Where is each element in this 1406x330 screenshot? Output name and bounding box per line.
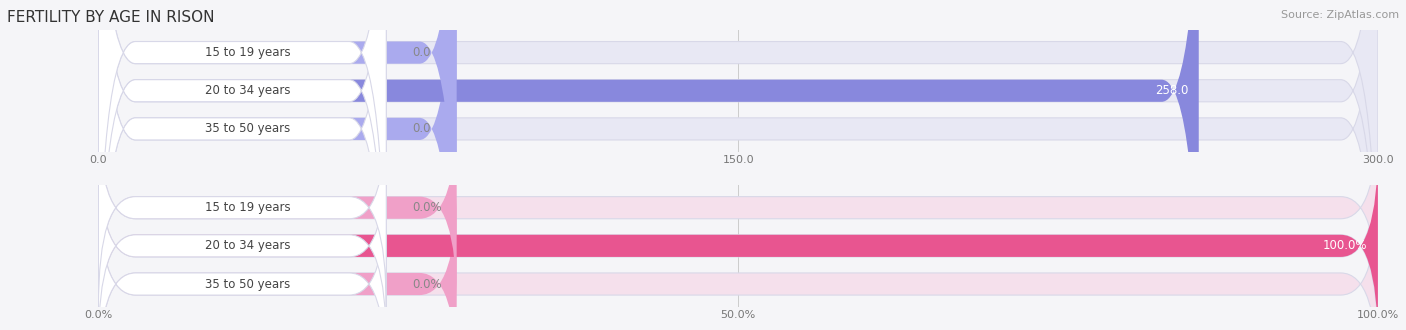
FancyBboxPatch shape [98, 184, 457, 330]
FancyBboxPatch shape [98, 184, 387, 330]
Text: 258.0: 258.0 [1156, 84, 1188, 97]
Text: 0.0%: 0.0% [412, 278, 441, 290]
Text: 0.0: 0.0 [412, 122, 430, 135]
Text: FERTILITY BY AGE IN RISON: FERTILITY BY AGE IN RISON [7, 10, 215, 25]
FancyBboxPatch shape [98, 0, 1378, 330]
Text: 15 to 19 years: 15 to 19 years [205, 46, 291, 59]
FancyBboxPatch shape [98, 146, 1378, 330]
FancyBboxPatch shape [98, 0, 1378, 330]
FancyBboxPatch shape [98, 108, 457, 307]
FancyBboxPatch shape [98, 184, 1378, 330]
FancyBboxPatch shape [98, 0, 457, 330]
FancyBboxPatch shape [98, 108, 1378, 307]
Text: 0.0%: 0.0% [412, 201, 441, 214]
FancyBboxPatch shape [98, 0, 457, 330]
FancyBboxPatch shape [98, 0, 387, 330]
FancyBboxPatch shape [98, 0, 387, 330]
FancyBboxPatch shape [98, 146, 387, 330]
FancyBboxPatch shape [98, 108, 387, 307]
Text: 20 to 34 years: 20 to 34 years [205, 239, 291, 252]
FancyBboxPatch shape [98, 146, 1378, 330]
FancyBboxPatch shape [98, 0, 1378, 330]
Text: 20 to 34 years: 20 to 34 years [205, 84, 291, 97]
FancyBboxPatch shape [98, 0, 1199, 330]
Text: 0.0: 0.0 [412, 46, 430, 59]
Text: 35 to 50 years: 35 to 50 years [205, 278, 291, 290]
Text: Source: ZipAtlas.com: Source: ZipAtlas.com [1281, 10, 1399, 20]
Text: 15 to 19 years: 15 to 19 years [205, 201, 291, 214]
FancyBboxPatch shape [98, 0, 387, 330]
Text: 100.0%: 100.0% [1323, 239, 1368, 252]
Text: 35 to 50 years: 35 to 50 years [205, 122, 291, 135]
